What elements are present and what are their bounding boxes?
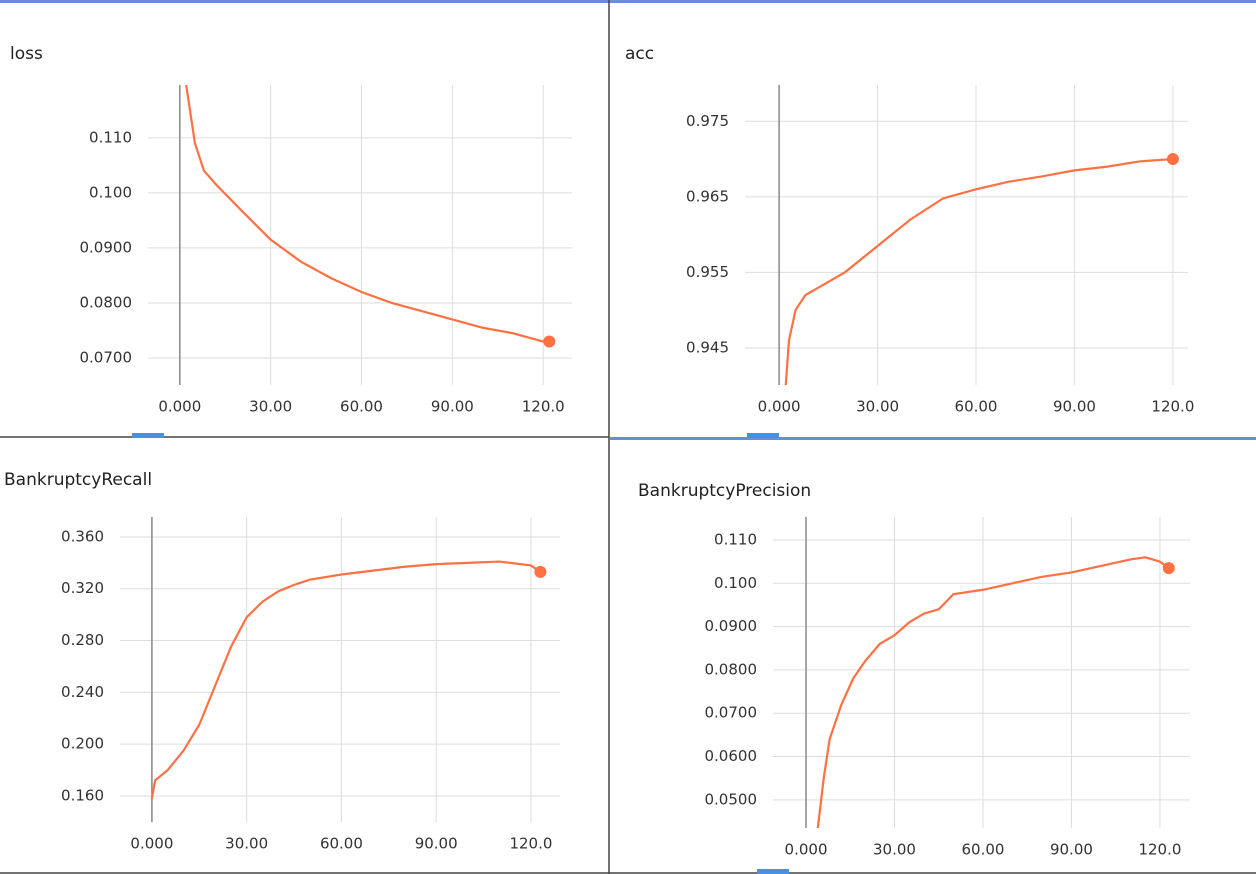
last-point: [1162, 562, 1175, 575]
y-tick-label: 0.0500: [705, 790, 758, 808]
y-tick-label: 0.0900: [80, 238, 133, 256]
y-tick-label: 0.0700: [705, 704, 758, 722]
x-tick-label: 60.00: [955, 398, 998, 416]
x-tick-label: 60.00: [340, 398, 383, 416]
chart-title: acc: [625, 44, 654, 64]
y-tick-label: 0.100: [89, 183, 132, 201]
expand-button[interactable]: [747, 433, 779, 438]
y-tick-label: 0.0800: [80, 293, 133, 311]
y-tick-label: 0.945: [686, 338, 729, 356]
x-tick-label: 30.00: [873, 841, 916, 859]
y-tick-label: 0.360: [61, 527, 104, 545]
x-tick-label: 30.00: [856, 398, 899, 416]
data-line: [816, 556, 1170, 828]
y-tick-label: 0.965: [686, 187, 729, 205]
y-tick-label: 0.0700: [80, 349, 133, 367]
expand-button[interactable]: [132, 433, 164, 438]
y-tick-label: 0.160: [61, 786, 104, 804]
x-tick-label: 30.00: [249, 398, 292, 416]
y-tick-label: 0.280: [61, 631, 104, 649]
y-tick-label: 0.0600: [705, 747, 758, 765]
x-tick-label: 120.0: [1151, 398, 1194, 416]
data-line: [150, 560, 542, 799]
y-tick-label: 0.975: [686, 112, 729, 130]
y-tick-label: 0.955: [686, 263, 729, 281]
y-tick-label: 0.110: [89, 128, 132, 146]
y-tick-label: 0.0800: [705, 660, 758, 678]
x-tick-label: 90.00: [1050, 841, 1093, 859]
last-point: [543, 335, 556, 348]
y-tick-label: 0.320: [61, 579, 104, 597]
x-tick-label: 90.00: [415, 835, 458, 853]
y-tick-label: 0.240: [61, 683, 104, 701]
x-tick-label: 60.00: [320, 835, 363, 853]
x-tick-label: 60.00: [961, 841, 1004, 859]
expand-button[interactable]: [757, 869, 789, 874]
y-tick-label: 0.0900: [705, 617, 758, 635]
x-tick-label: 90.00: [431, 398, 474, 416]
chart-title: loss: [10, 44, 43, 64]
last-point: [1166, 153, 1179, 166]
x-tick-label: 120.0: [509, 835, 552, 853]
y-tick-label: 0.100: [714, 574, 757, 592]
x-tick-label: 0.000: [130, 835, 173, 853]
x-tick-label: 0.000: [158, 398, 201, 416]
x-tick-label: 0.000: [785, 841, 828, 859]
x-tick-label: 120.0: [522, 398, 565, 416]
y-tick-label: 0.200: [61, 735, 104, 753]
y-tick-label: 0.110: [714, 530, 757, 548]
x-tick-label: 120.0: [1138, 841, 1181, 859]
chart-title: BankruptcyPrecision: [638, 481, 811, 501]
data-line: [185, 85, 550, 343]
x-tick-label: 30.00: [225, 835, 268, 853]
x-tick-label: 90.00: [1053, 398, 1096, 416]
data-line: [784, 157, 1173, 385]
last-point: [534, 565, 547, 578]
x-tick-label: 0.000: [758, 398, 801, 416]
chart-title: BankruptcyRecall: [4, 470, 152, 490]
